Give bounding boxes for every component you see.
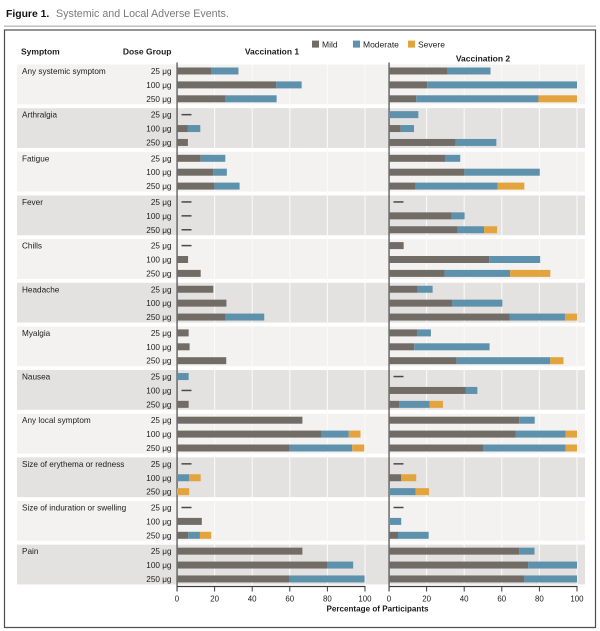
svg-text:250 μg: 250 μg xyxy=(146,400,172,409)
svg-text:250 μg: 250 μg xyxy=(146,138,172,147)
svg-text:20: 20 xyxy=(422,595,431,604)
svg-text:Size of induration or swelling: Size of induration or swelling xyxy=(22,504,127,513)
svg-text:25 μg: 25 μg xyxy=(151,416,172,425)
svg-text:25 μg: 25 μg xyxy=(151,67,172,76)
svg-text:Vaccination 2: Vaccination 2 xyxy=(456,53,511,63)
svg-text:0: 0 xyxy=(387,595,392,604)
svg-text:25 μg: 25 μg xyxy=(151,329,172,338)
svg-text:100 μg: 100 μg xyxy=(146,386,172,395)
svg-text:250 μg: 250 μg xyxy=(146,95,172,104)
svg-text:Symptom: Symptom xyxy=(21,47,60,57)
svg-text:250 μg: 250 μg xyxy=(146,531,172,540)
svg-text:Myalgia: Myalgia xyxy=(22,329,51,338)
svg-text:25 μg: 25 μg xyxy=(151,242,172,251)
svg-text:0: 0 xyxy=(175,595,180,604)
svg-text:100 μg: 100 μg xyxy=(146,343,172,352)
svg-text:80: 80 xyxy=(535,595,544,604)
svg-text:Arthralgia: Arthralgia xyxy=(22,111,57,120)
svg-text:250 μg: 250 μg xyxy=(146,269,172,278)
svg-text:100 μg: 100 μg xyxy=(146,81,172,90)
svg-text:100 μg: 100 μg xyxy=(146,299,172,308)
svg-text:Mild: Mild xyxy=(322,40,338,50)
svg-text:Severe: Severe xyxy=(418,40,445,50)
svg-text:Dose Group: Dose Group xyxy=(123,47,172,57)
svg-text:25 μg: 25 μg xyxy=(151,547,172,556)
svg-text:250 μg: 250 μg xyxy=(146,357,172,366)
svg-text:Percentage of Participants: Percentage of Participants xyxy=(326,604,429,613)
svg-text:100: 100 xyxy=(358,595,372,604)
svg-text:25 μg: 25 μg xyxy=(151,504,172,513)
svg-text:40: 40 xyxy=(460,595,469,604)
svg-text:Any systemic symptom: Any systemic symptom xyxy=(22,67,106,76)
svg-text:Vaccination 1: Vaccination 1 xyxy=(245,47,300,57)
svg-text:Headache: Headache xyxy=(22,285,60,294)
svg-text:Fever: Fever xyxy=(22,198,43,207)
svg-text:100 μg: 100 μg xyxy=(146,430,172,439)
svg-text:Fatigue: Fatigue xyxy=(22,154,50,163)
svg-text:100 μg: 100 μg xyxy=(146,212,172,221)
svg-text:25 μg: 25 μg xyxy=(151,460,172,469)
svg-text:Size of erythema or redness: Size of erythema or redness xyxy=(22,460,124,469)
svg-text:25 μg: 25 μg xyxy=(151,285,172,294)
svg-text:100 μg: 100 μg xyxy=(146,168,172,177)
svg-text:100: 100 xyxy=(570,595,584,604)
svg-text:250 μg: 250 μg xyxy=(146,313,172,322)
svg-text:100 μg: 100 μg xyxy=(146,474,172,483)
svg-text:25 μg: 25 μg xyxy=(151,154,172,163)
svg-text:25 μg: 25 μg xyxy=(151,111,172,120)
svg-text:100 μg: 100 μg xyxy=(146,517,172,526)
svg-text:100 μg: 100 μg xyxy=(146,256,172,265)
svg-text:100 μg: 100 μg xyxy=(146,125,172,134)
svg-text:250 μg: 250 μg xyxy=(146,182,172,191)
svg-text:60: 60 xyxy=(285,595,294,604)
svg-text:60: 60 xyxy=(497,595,506,604)
svg-text:250 μg: 250 μg xyxy=(146,226,172,235)
svg-text:250 μg: 250 μg xyxy=(146,575,172,584)
svg-text:25 μg: 25 μg xyxy=(151,373,172,382)
svg-text:20: 20 xyxy=(210,595,219,604)
svg-text:Figure 1.: Figure 1. xyxy=(6,9,49,20)
svg-text:100 μg: 100 μg xyxy=(146,561,172,570)
svg-text:Any local symptom: Any local symptom xyxy=(22,416,91,425)
svg-text:Nausea: Nausea xyxy=(22,373,51,382)
svg-text:80: 80 xyxy=(323,595,332,604)
svg-text:25 μg: 25 μg xyxy=(151,198,172,207)
svg-text:Chills: Chills xyxy=(22,242,42,251)
svg-text:250 μg: 250 μg xyxy=(146,488,172,497)
svg-text:Moderate: Moderate xyxy=(363,40,399,50)
svg-text:250 μg: 250 μg xyxy=(146,444,172,453)
svg-text:Pain: Pain xyxy=(22,547,39,556)
svg-text:40: 40 xyxy=(248,595,257,604)
svg-text:Systemic and Local Adverse Eve: Systemic and Local Adverse Events. xyxy=(56,8,229,20)
